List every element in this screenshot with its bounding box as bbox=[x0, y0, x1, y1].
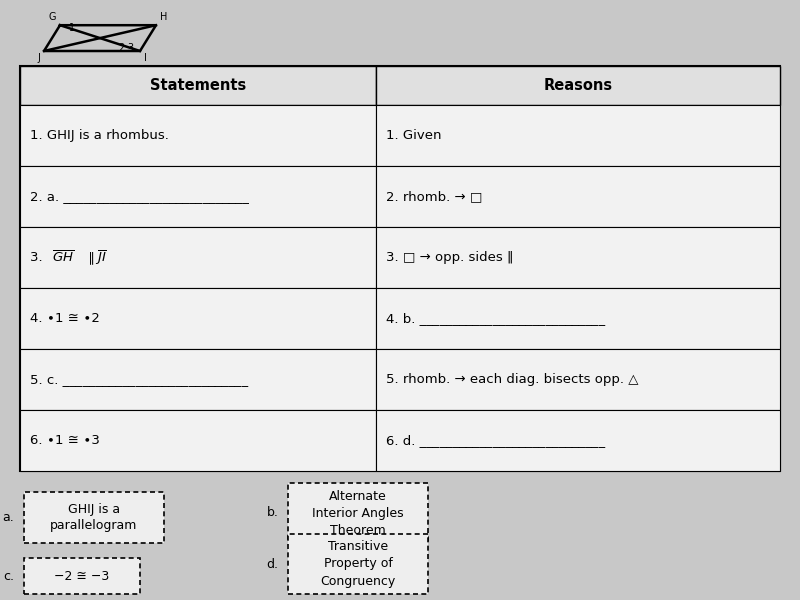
Text: 1. Given: 1. Given bbox=[386, 129, 441, 142]
FancyBboxPatch shape bbox=[20, 66, 780, 471]
Text: 5. rhomb. → each diag. bisects opp. △: 5. rhomb. → each diag. bisects opp. △ bbox=[386, 373, 638, 386]
Text: b.: b. bbox=[266, 506, 278, 520]
Text: 6. d. ____________________________: 6. d. ____________________________ bbox=[386, 434, 605, 447]
Text: 3.: 3. bbox=[30, 251, 46, 264]
FancyBboxPatch shape bbox=[20, 349, 376, 410]
FancyBboxPatch shape bbox=[376, 288, 780, 349]
FancyBboxPatch shape bbox=[20, 227, 376, 288]
Text: Transitive
Property of
Congruency: Transitive Property of Congruency bbox=[320, 541, 396, 587]
Text: I: I bbox=[144, 53, 147, 63]
Text: a.: a. bbox=[2, 511, 14, 524]
Text: 6. ∙1 ≅ ∙3: 6. ∙1 ≅ ∙3 bbox=[30, 434, 99, 447]
Text: −2 ≅ −3: −2 ≅ −3 bbox=[54, 569, 110, 583]
Text: 4. b. ____________________________: 4. b. ____________________________ bbox=[386, 312, 605, 325]
FancyBboxPatch shape bbox=[376, 66, 780, 105]
Text: G: G bbox=[49, 12, 56, 22]
Text: 5. c. ____________________________: 5. c. ____________________________ bbox=[30, 373, 248, 386]
Text: 2: 2 bbox=[118, 43, 125, 53]
FancyBboxPatch shape bbox=[20, 410, 376, 471]
Text: J: J bbox=[37, 53, 40, 63]
Text: GHIJ is a
parallelogram: GHIJ is a parallelogram bbox=[50, 503, 138, 533]
FancyBboxPatch shape bbox=[288, 483, 428, 543]
Text: 1: 1 bbox=[69, 23, 75, 33]
Text: H: H bbox=[160, 12, 167, 22]
FancyBboxPatch shape bbox=[288, 534, 428, 594]
FancyBboxPatch shape bbox=[24, 492, 164, 543]
Text: 3. □ → opp. sides ‖: 3. □ → opp. sides ‖ bbox=[386, 251, 514, 264]
Text: 2. rhomb. → □: 2. rhomb. → □ bbox=[386, 190, 482, 203]
Text: 1. GHIJ is a rhombus.: 1. GHIJ is a rhombus. bbox=[30, 129, 169, 142]
FancyBboxPatch shape bbox=[24, 558, 140, 594]
FancyBboxPatch shape bbox=[20, 105, 376, 166]
Text: $\overline{GH}$: $\overline{GH}$ bbox=[52, 250, 74, 265]
FancyBboxPatch shape bbox=[376, 166, 780, 227]
Text: ∥: ∥ bbox=[84, 251, 99, 264]
Text: $\overline{JI}$: $\overline{JI}$ bbox=[95, 248, 107, 266]
Text: Alternate
Interior Angles
Theorem: Alternate Interior Angles Theorem bbox=[312, 490, 404, 536]
FancyBboxPatch shape bbox=[20, 66, 376, 105]
Text: Reasons: Reasons bbox=[543, 78, 613, 93]
Text: 3: 3 bbox=[127, 43, 134, 53]
Text: d.: d. bbox=[266, 557, 278, 571]
Text: Statements: Statements bbox=[150, 78, 246, 93]
FancyBboxPatch shape bbox=[376, 349, 780, 410]
FancyBboxPatch shape bbox=[20, 166, 376, 227]
FancyBboxPatch shape bbox=[376, 227, 780, 288]
Text: 2. a. ____________________________: 2. a. ____________________________ bbox=[30, 190, 249, 203]
FancyBboxPatch shape bbox=[20, 288, 376, 349]
Text: c.: c. bbox=[3, 569, 14, 583]
FancyBboxPatch shape bbox=[376, 410, 780, 471]
Text: 4. ∙1 ≅ ∙2: 4. ∙1 ≅ ∙2 bbox=[30, 312, 99, 325]
FancyBboxPatch shape bbox=[376, 105, 780, 166]
